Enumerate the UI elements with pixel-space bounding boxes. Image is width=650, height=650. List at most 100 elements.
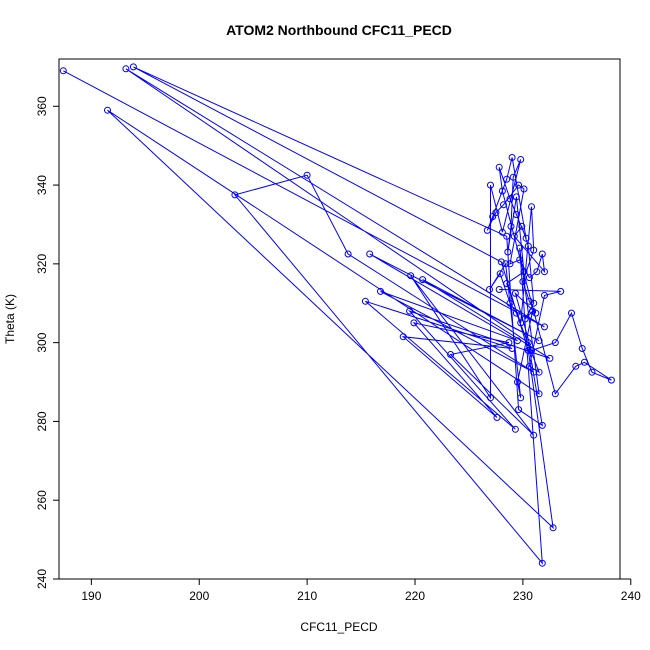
data-point xyxy=(508,154,516,161)
data-point xyxy=(535,337,543,345)
data-point xyxy=(538,250,546,258)
data-point xyxy=(538,559,546,567)
data-point xyxy=(541,268,548,276)
y-tick-label: 240 xyxy=(35,569,49,589)
data-point xyxy=(510,232,518,240)
data-point xyxy=(516,244,524,252)
y-tick-label: 360 xyxy=(35,96,49,116)
data-point xyxy=(551,390,559,398)
data-point xyxy=(500,201,507,209)
x-tick-label: 190 xyxy=(81,589,101,603)
data-point xyxy=(507,222,515,230)
data-point xyxy=(511,425,519,433)
y-tick-label: 300 xyxy=(35,332,49,352)
data-point xyxy=(503,232,511,240)
data-point xyxy=(516,256,524,264)
data-point xyxy=(377,287,384,295)
data-point xyxy=(503,280,511,287)
data-point xyxy=(506,260,514,268)
data-point xyxy=(520,268,528,276)
data-point xyxy=(538,421,546,429)
data-point xyxy=(498,228,506,236)
y-tick-label: 260 xyxy=(35,490,49,510)
y-tick-label: 340 xyxy=(35,175,49,195)
x-tick-label: 200 xyxy=(189,589,209,603)
data-point xyxy=(303,171,311,179)
x-tick-label: 220 xyxy=(405,589,425,603)
data-point xyxy=(572,362,580,370)
data-point xyxy=(528,203,535,211)
data-point xyxy=(406,307,414,315)
data-point xyxy=(514,337,521,345)
x-axis-label: CFC11_PECD xyxy=(300,620,377,634)
data-point xyxy=(515,406,523,414)
data-point xyxy=(122,65,130,73)
data-point xyxy=(410,319,418,327)
data-point xyxy=(522,234,530,242)
data-point xyxy=(541,323,548,331)
data-point xyxy=(497,258,505,266)
data-point xyxy=(506,195,514,203)
data-point xyxy=(525,362,533,370)
data-point xyxy=(502,260,510,268)
data-point xyxy=(514,378,521,386)
x-axis: 190 200 210 220 230 240 xyxy=(81,578,641,603)
y-axis-label: Theta (K) xyxy=(3,294,17,344)
data-point xyxy=(509,173,517,181)
data-point xyxy=(533,268,541,276)
data-point xyxy=(530,299,538,307)
data-point xyxy=(518,222,526,230)
data-point xyxy=(361,297,369,305)
data-point xyxy=(483,226,491,234)
data-point xyxy=(525,274,533,282)
data-point xyxy=(231,191,239,199)
data-point xyxy=(580,358,588,366)
data-point xyxy=(588,368,596,376)
data-point xyxy=(517,319,525,327)
x-tick-label: 210 xyxy=(297,589,317,603)
series-line-path xyxy=(63,66,612,565)
data-point xyxy=(549,524,557,532)
data-point xyxy=(344,250,352,258)
data-point xyxy=(519,278,527,286)
data-point xyxy=(496,270,504,278)
data-point xyxy=(512,211,520,219)
data-point xyxy=(419,276,427,284)
data-point xyxy=(504,248,512,256)
data-point xyxy=(506,299,514,307)
data-point xyxy=(129,63,137,71)
data-point xyxy=(515,181,523,189)
data-point xyxy=(568,309,575,317)
data-point xyxy=(366,250,374,258)
data-point xyxy=(399,333,407,341)
data-point xyxy=(407,272,415,280)
data-point xyxy=(578,345,586,352)
x-tick-label: 240 xyxy=(621,589,641,603)
data-point xyxy=(517,394,525,402)
data-point xyxy=(541,291,548,299)
data-point xyxy=(487,394,494,402)
series-line xyxy=(63,66,612,565)
data-point xyxy=(517,156,525,163)
data-point xyxy=(512,309,520,317)
data-point xyxy=(525,297,533,305)
data-point xyxy=(487,181,494,189)
data-point xyxy=(535,368,543,376)
data-point xyxy=(524,347,532,354)
data-point xyxy=(505,339,513,347)
data-point xyxy=(495,286,503,293)
data-point xyxy=(498,187,506,195)
data-point xyxy=(486,286,493,293)
data-point xyxy=(447,351,455,358)
data-point xyxy=(503,175,511,183)
data-point xyxy=(521,315,529,323)
data-point xyxy=(520,185,528,193)
data-point xyxy=(511,289,519,297)
chart-title: ATOM2 Northbound CFC11_PECD xyxy=(226,22,452,38)
data-point xyxy=(104,106,111,114)
data-point xyxy=(530,246,538,254)
data-point xyxy=(607,376,615,384)
data-point xyxy=(530,431,538,439)
data-point xyxy=(495,163,503,171)
